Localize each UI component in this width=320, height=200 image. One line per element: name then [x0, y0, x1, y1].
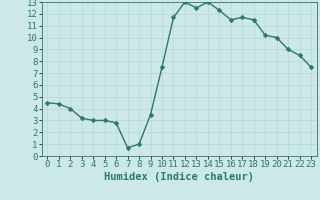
X-axis label: Humidex (Indice chaleur): Humidex (Indice chaleur): [104, 172, 254, 182]
